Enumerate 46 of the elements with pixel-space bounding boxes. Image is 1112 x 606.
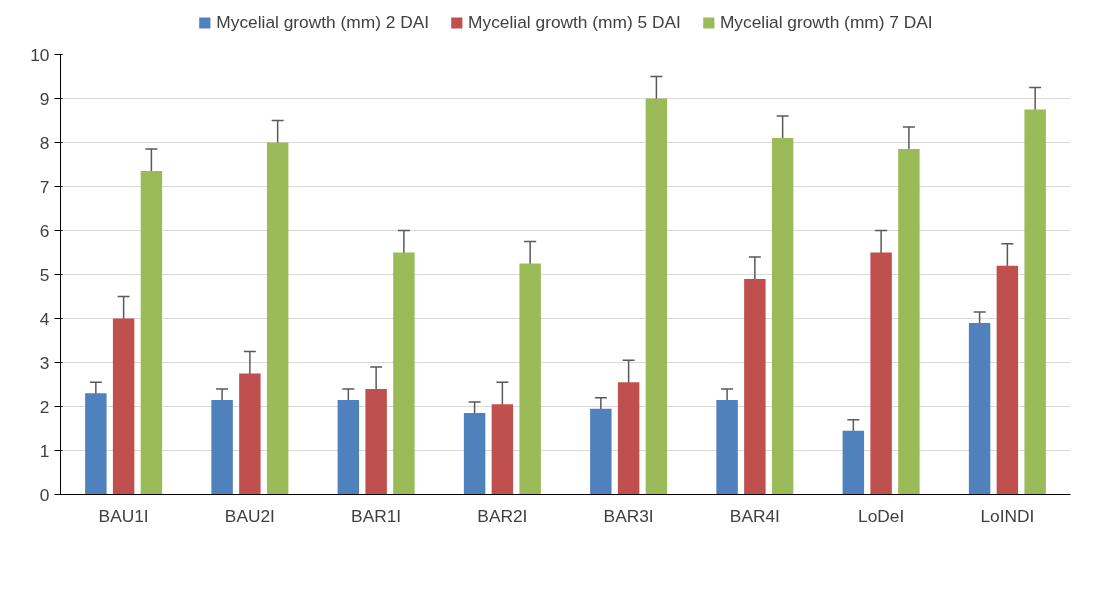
legend-label: Mycelial growth (mm) 2 DAI [216, 11, 430, 33]
bar [968, 322, 991, 495]
bar [1024, 109, 1046, 495]
bar [645, 98, 668, 495]
bar [140, 171, 163, 495]
bar [393, 252, 415, 495]
x-tick-label: LoINDI [980, 505, 1035, 526]
bar [617, 382, 640, 495]
y-tick-label: 4 [39, 308, 50, 329]
bar [85, 393, 107, 495]
legend-label: Mycelial growth (mm) 5 DAI [468, 11, 681, 33]
bar [491, 404, 514, 495]
x-tick-label: BAU1I [98, 505, 149, 526]
bar [716, 399, 738, 495]
y-tick-label: 8 [39, 132, 50, 153]
y-tick-label: 6 [39, 220, 50, 241]
y-tick-label: 9 [39, 88, 50, 109]
bar [266, 142, 289, 495]
bar [112, 318, 135, 495]
bar [337, 399, 360, 495]
legend-label: Mycelial growth (mm) 7 DAI [719, 11, 933, 33]
y-tick-label: 5 [39, 264, 50, 285]
bar [519, 263, 541, 495]
x-tick-label: BAU2I [224, 505, 275, 526]
x-tick-label: BAR2I [477, 505, 528, 526]
bar [239, 373, 261, 495]
y-tick-label: 1 [39, 440, 50, 461]
y-tick-label: 10 [30, 44, 50, 65]
bar [744, 278, 766, 495]
x-tick-label: BAR1I [351, 505, 402, 526]
bar [590, 408, 612, 495]
y-tick-label: 0 [39, 484, 50, 505]
y-tick-label: 2 [39, 396, 50, 417]
x-tick-label: BAR4I [729, 505, 780, 526]
bar [996, 265, 1019, 495]
y-tick-label: 3 [39, 352, 50, 373]
bar [211, 399, 233, 495]
bar [870, 252, 892, 495]
x-tick-label: BAR3I [603, 505, 654, 526]
bar [771, 138, 794, 495]
bar [842, 430, 865, 495]
bar [365, 388, 387, 495]
x-tick-label: LoDeI [858, 505, 905, 526]
y-tick-label: 7 [39, 176, 50, 197]
bar [898, 149, 920, 495]
bar [463, 413, 486, 495]
